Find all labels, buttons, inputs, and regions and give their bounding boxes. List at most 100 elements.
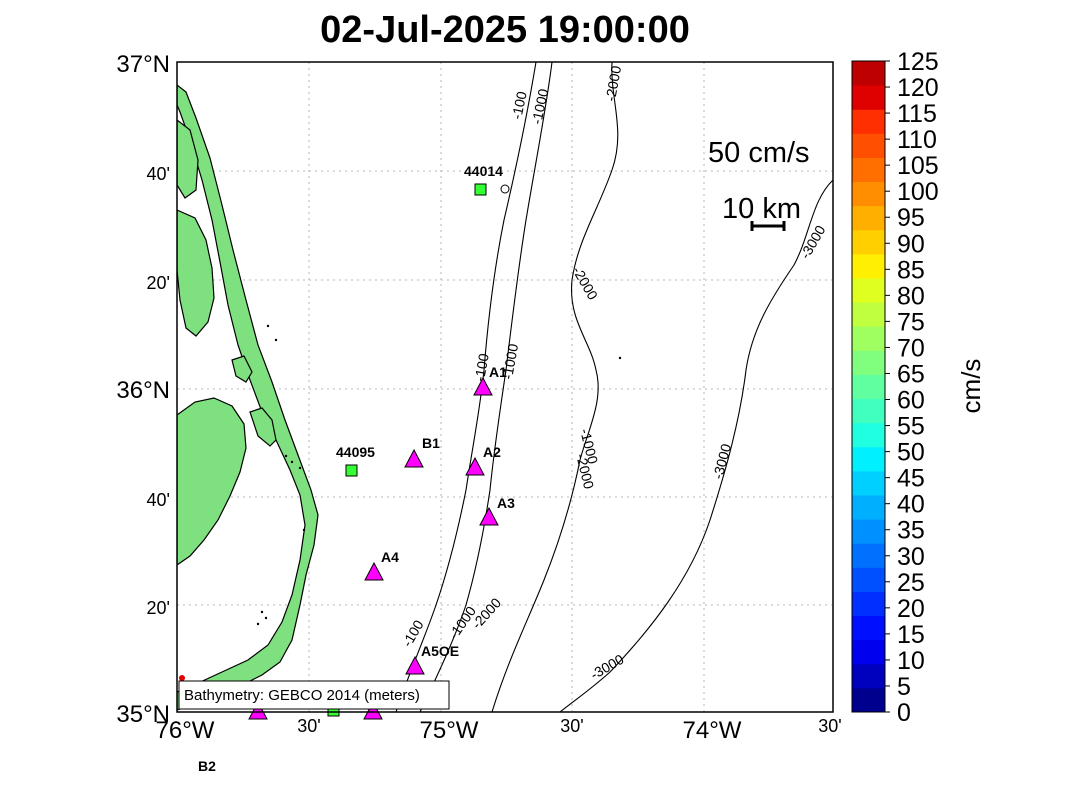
distance-scale-bar bbox=[750, 221, 786, 231]
colorbar-segment bbox=[852, 495, 885, 520]
colorbar-tick-label: 40 bbox=[897, 491, 925, 519]
colorbar-segment bbox=[852, 398, 885, 424]
colorbar-segment bbox=[852, 253, 885, 279]
colorbar-segment bbox=[852, 663, 885, 689]
colorbar-tick-label: 5 bbox=[897, 673, 911, 701]
colorbar-tick-label: 50 bbox=[897, 439, 925, 467]
lat-label: 20' bbox=[147, 598, 170, 618]
colorbar-segment bbox=[852, 205, 885, 231]
colorbar-tick-label: 110 bbox=[897, 126, 937, 154]
colorbar-segment bbox=[852, 61, 885, 86]
colorbar-segment bbox=[852, 133, 885, 158]
station-label-b1: B1 bbox=[422, 435, 440, 451]
lon-label: 30' bbox=[818, 716, 841, 736]
longitude-labels: 76°W 30' 75°W 30' 74°W 30' bbox=[156, 716, 842, 744]
attribution-box bbox=[178, 680, 450, 710]
colorbar-segment bbox=[852, 519, 885, 544]
station-marker-a1[interactable] bbox=[473, 376, 493, 396]
lat-label: 40' bbox=[147, 164, 170, 184]
colorbar-segment bbox=[852, 470, 885, 496]
colorbar-tick-label: 20 bbox=[897, 595, 925, 623]
colorbar bbox=[852, 61, 885, 713]
colorbar-segment bbox=[852, 422, 885, 448]
station-marker-a2[interactable] bbox=[465, 456, 485, 476]
station-marker-a3[interactable] bbox=[479, 506, 499, 526]
contour-label: -2000 bbox=[602, 64, 624, 102]
colorbar-segment bbox=[852, 374, 885, 400]
lon-label: 74°W bbox=[683, 717, 742, 744]
colorbar-segment bbox=[852, 278, 885, 303]
stations: A1 B1 A2 A3 A4 A5OE 44014 44095 B2 bbox=[198, 163, 515, 774]
contour-label: -100 bbox=[508, 90, 530, 121]
lon-label: 76°W bbox=[156, 717, 215, 744]
lat-label: 35°N bbox=[116, 701, 170, 728]
station-marker-b2[interactable] bbox=[248, 700, 268, 720]
lat-label: 36°N bbox=[116, 377, 170, 404]
colorbar-tick-label: 120 bbox=[897, 74, 939, 102]
colorbar-tick-label: 80 bbox=[897, 282, 925, 310]
colorbar-tick-label: 100 bbox=[897, 178, 939, 206]
station-label-44014: 44014 bbox=[464, 163, 503, 179]
colorbar-frame bbox=[851, 60, 886, 713]
colorbar-segment bbox=[852, 615, 885, 641]
station-marker-b1[interactable] bbox=[404, 448, 424, 468]
land-outer-banks bbox=[177, 84, 319, 711]
colorbar-label: cm/s bbox=[956, 359, 986, 414]
colorbar-segment bbox=[852, 326, 885, 351]
colorbar-segment bbox=[852, 567, 885, 592]
colorbar-segment bbox=[852, 157, 885, 183]
station-label-a4: A4 bbox=[381, 549, 399, 565]
station-marker-44095[interactable] bbox=[345, 464, 358, 477]
colorbar-tick-label: 35 bbox=[897, 517, 925, 545]
lat-label: 37°N bbox=[116, 51, 170, 78]
colorbar-segment bbox=[852, 302, 885, 327]
colorbar-ticks: 1251201151101051009590858075706560555045… bbox=[885, 48, 939, 727]
colorbar-tick-label: 55 bbox=[897, 413, 925, 441]
colorbar-tick-label: 115 bbox=[897, 100, 937, 128]
colorbar-segment bbox=[852, 229, 885, 255]
distance-scale-label: 10 km bbox=[722, 193, 801, 225]
graticule bbox=[177, 62, 833, 712]
colorbar-tick-label: 105 bbox=[897, 152, 939, 180]
bathymetry-contours bbox=[395, 62, 833, 712]
colorbar-tick-label: 10 bbox=[897, 647, 925, 675]
attribution-text: Bathymetry: GEBCO 2014 (meters) bbox=[184, 687, 420, 704]
station-marker-bottom[interactable] bbox=[363, 700, 383, 720]
latitude-labels: 37°N 40' 20' 36°N 40' 20' 35°N bbox=[116, 51, 170, 728]
colorbar-segment bbox=[852, 639, 885, 665]
station-label-a3: A3 bbox=[497, 495, 515, 511]
colorbar-tick-label: 60 bbox=[897, 387, 925, 415]
lat-label: 20' bbox=[147, 273, 170, 293]
station-label-b2: B2 bbox=[198, 758, 216, 774]
colorbar-segment bbox=[852, 543, 885, 568]
station-marker-44014[interactable] bbox=[474, 183, 487, 196]
map-area bbox=[177, 62, 833, 712]
station-marker-a5oe[interactable] bbox=[405, 655, 425, 675]
colorbar-segment bbox=[852, 109, 885, 134]
coastal-islets bbox=[256, 324, 622, 626]
lon-label: 30' bbox=[297, 716, 320, 736]
colorbar-tick-label: 85 bbox=[897, 256, 925, 284]
colorbar-tick-label: 95 bbox=[897, 204, 925, 232]
station-label-a1: A1 bbox=[489, 364, 507, 380]
colorbar-tick-label: 25 bbox=[897, 569, 925, 597]
colorbar-segment bbox=[852, 85, 885, 110]
colorbar-tick-label: 125 bbox=[897, 48, 939, 76]
contour-label: -1000 bbox=[528, 87, 551, 126]
colorbar-tick-label: 65 bbox=[897, 360, 925, 388]
contour-label: -100 bbox=[471, 352, 492, 383]
contour-label: -1000 bbox=[499, 342, 521, 380]
colorbar-tick-label: 0 bbox=[897, 699, 911, 727]
map-title: 02-Jul-2025 19:00:00 bbox=[320, 9, 690, 51]
red-mark bbox=[179, 675, 185, 681]
lat-label: 40' bbox=[147, 490, 170, 510]
station-label-a5oe: A5OE bbox=[421, 643, 459, 659]
speed-scale-label: 50 cm/s bbox=[708, 137, 810, 169]
colorbar-tick-label: 70 bbox=[897, 334, 925, 362]
station-label-44095: 44095 bbox=[336, 444, 375, 460]
map-frame bbox=[176, 61, 834, 713]
station-marker-a4[interactable] bbox=[364, 561, 384, 581]
lon-label: 75°W bbox=[420, 717, 479, 744]
colorbar-segment bbox=[852, 591, 885, 617]
